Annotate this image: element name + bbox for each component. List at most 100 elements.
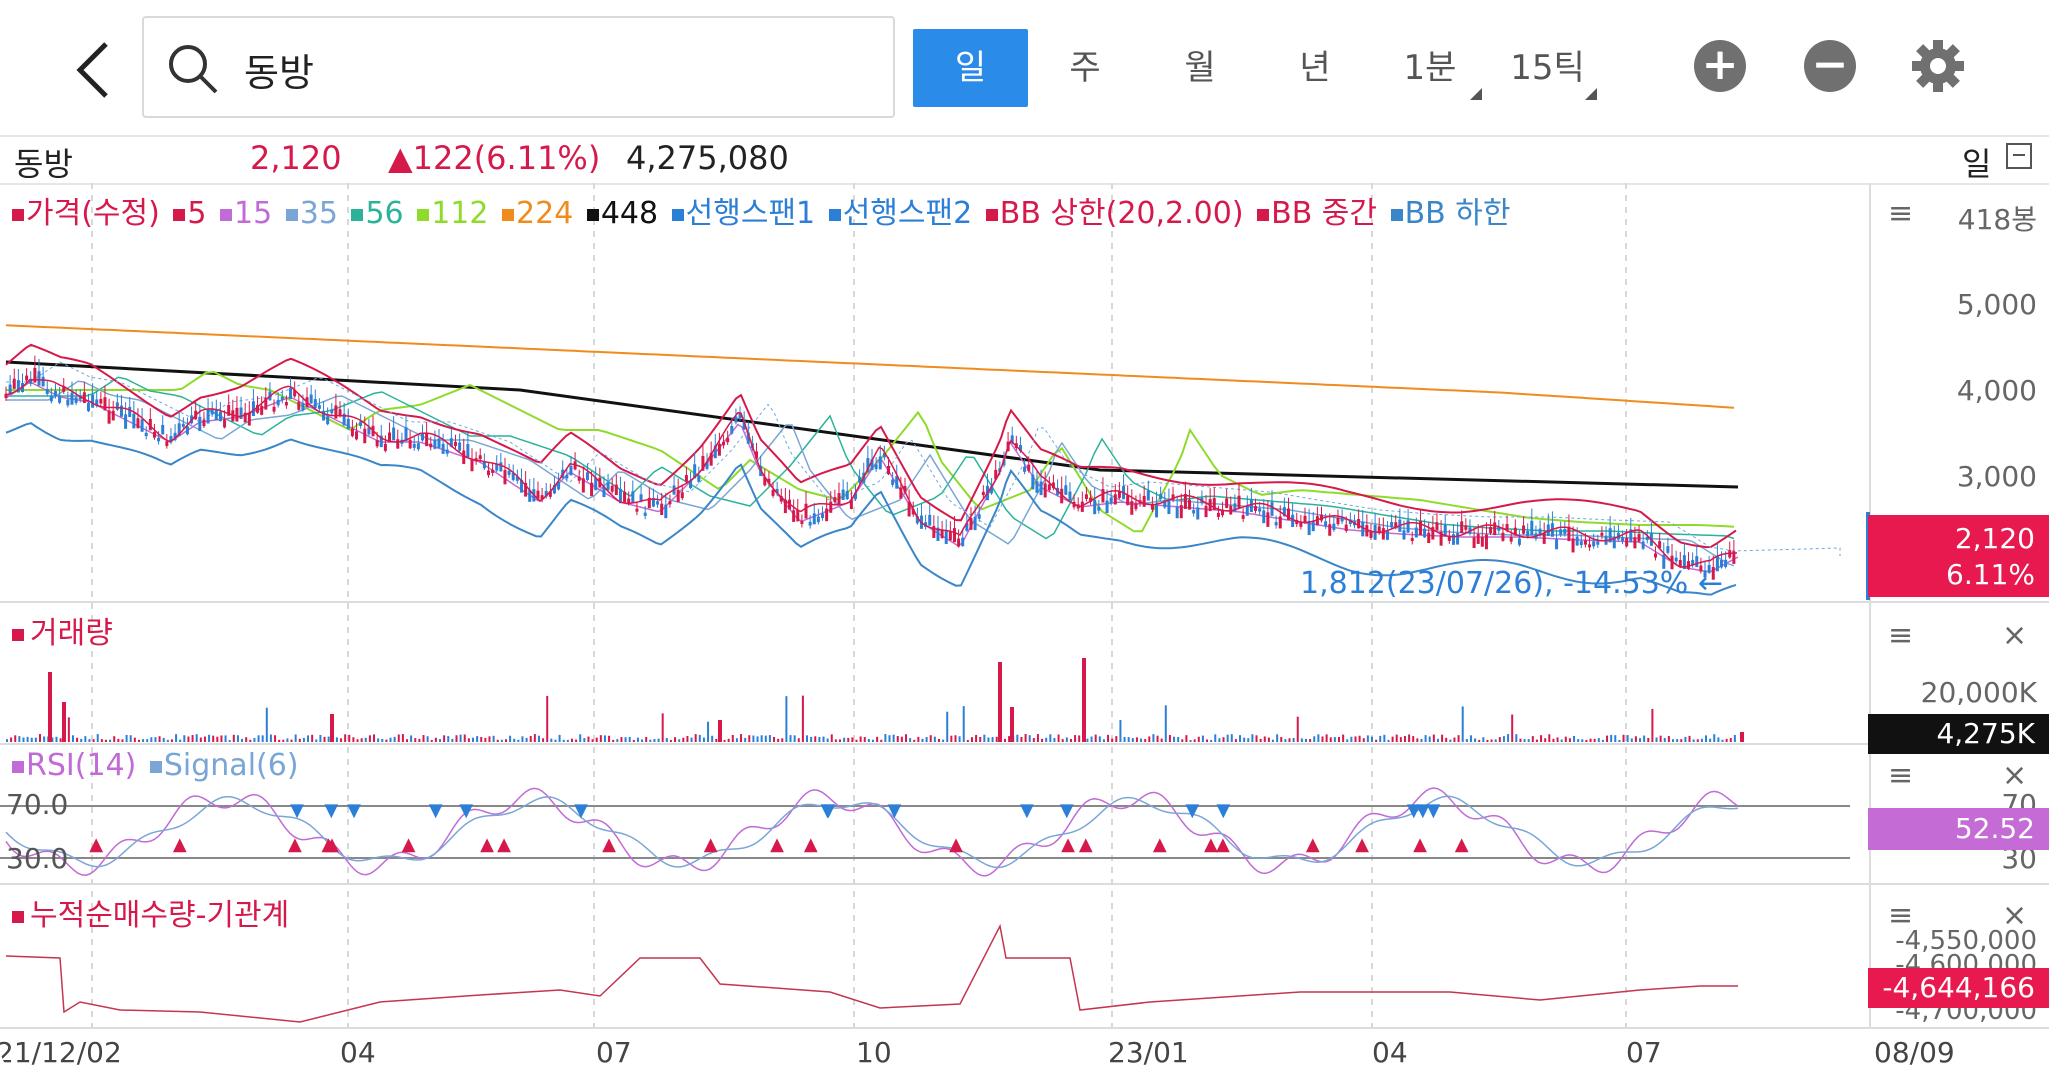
candle-body xyxy=(1390,521,1394,528)
candle-body xyxy=(264,397,268,410)
zoom-out-button[interactable]: − xyxy=(1804,40,1856,92)
search-input[interactable] xyxy=(242,36,846,102)
period-tab-tick[interactable]: 15틱 xyxy=(1510,48,1585,88)
volume-bar xyxy=(137,739,140,742)
candle-body xyxy=(1089,497,1093,503)
volume-bar xyxy=(1164,705,1167,742)
volume-bar xyxy=(797,738,800,742)
candle-body xyxy=(136,418,140,429)
volume-panel-close-icon[interactable]: × xyxy=(2002,618,2028,653)
volume-bar xyxy=(1251,734,1254,742)
candle-body xyxy=(825,508,829,522)
candle-body xyxy=(148,418,152,431)
volume-bar xyxy=(694,734,697,742)
volume-bar xyxy=(1239,735,1242,742)
low-price-annotation: 1,812(23/07/26), -14.53% ← xyxy=(1300,566,1724,601)
flow-panel-close-icon[interactable]: × xyxy=(2002,898,2028,933)
volume-bar xyxy=(439,739,441,742)
volume-bar xyxy=(1350,736,1353,742)
candle-body xyxy=(41,376,45,387)
volume-panel-menu-icon[interactable]: ≡ xyxy=(1888,618,1914,653)
volume-bar xyxy=(364,737,367,742)
candle-body xyxy=(503,470,507,485)
period-tab-week[interactable]: 주 xyxy=(1069,48,1101,88)
volume-bar xyxy=(1053,738,1056,742)
volume-bar xyxy=(348,734,351,742)
volume-bar xyxy=(434,737,437,742)
candle-body xyxy=(668,501,672,505)
volume-bar xyxy=(669,739,672,742)
candle-body xyxy=(355,431,359,440)
volume-bar xyxy=(867,738,870,742)
candle-body xyxy=(928,514,932,526)
candle-body xyxy=(392,427,396,441)
period-tab-day[interactable]: 일 xyxy=(913,29,1028,107)
expand-toggle[interactable] xyxy=(2006,143,2032,169)
volume-bar xyxy=(958,736,961,742)
candle-body xyxy=(206,409,210,424)
volume-bar xyxy=(1309,738,1312,742)
candle-body xyxy=(379,435,383,448)
volume-bar xyxy=(1634,736,1637,742)
volume-bar xyxy=(245,737,248,742)
candle-body xyxy=(128,406,132,417)
candle-body xyxy=(58,395,62,403)
volume-bar xyxy=(513,738,516,742)
period-tab-month[interactable]: 월 xyxy=(1184,48,1216,88)
candle-body xyxy=(990,486,994,494)
zoom-in-button[interactable]: + xyxy=(1694,40,1746,92)
legend-label: 선행스팬1 xyxy=(685,196,816,231)
rsi-buy-arrow: ▲ xyxy=(949,834,963,855)
candle-body xyxy=(1221,509,1225,516)
candle-body xyxy=(763,477,767,486)
candle-body xyxy=(1117,490,1121,498)
back-arrow-icon[interactable] xyxy=(70,40,120,100)
gear-icon[interactable] xyxy=(1910,38,1966,94)
volume-bar xyxy=(950,735,953,742)
volume-bar xyxy=(1206,739,1209,742)
period-tab-minute[interactable]: 1분 xyxy=(1403,48,1457,88)
candle-body xyxy=(408,439,412,449)
rsi-panel-close-icon[interactable]: × xyxy=(2002,758,2028,793)
candle-body xyxy=(1476,534,1480,544)
volume-bar xyxy=(1457,735,1460,742)
search-box[interactable] xyxy=(142,16,895,118)
volume-bar xyxy=(1337,737,1340,742)
candle-body xyxy=(466,444,470,458)
candle-body xyxy=(552,484,556,494)
rsi-buy-arrow: ▲ xyxy=(704,834,718,855)
candle-body xyxy=(1163,500,1167,508)
candle-body xyxy=(849,499,853,509)
volume-bar xyxy=(517,739,520,742)
volume-bar xyxy=(1478,739,1481,742)
rsi-panel-menu-icon[interactable]: ≡ xyxy=(1888,758,1914,793)
volume-bar xyxy=(533,734,536,742)
volume-bar xyxy=(1717,737,1720,742)
candle-body xyxy=(1262,510,1266,524)
volume-bar xyxy=(1160,738,1163,742)
volume-bar xyxy=(274,735,277,742)
candle-body xyxy=(829,501,833,513)
price-panel-menu-icon[interactable]: ≡ xyxy=(1888,196,1914,231)
volume-bar xyxy=(570,738,573,742)
candle-body xyxy=(383,443,387,451)
rsi-sell-arrow: ▼ xyxy=(1427,800,1441,821)
volume-bar xyxy=(909,738,912,742)
candle-body xyxy=(783,499,787,514)
volume-bar xyxy=(789,735,792,742)
candle-body xyxy=(1546,524,1550,537)
volume-bar xyxy=(1403,735,1406,742)
flow-panel-menu-icon[interactable]: ≡ xyxy=(1888,898,1914,933)
volume-bar xyxy=(1284,739,1287,742)
volume-bar xyxy=(1193,739,1196,742)
volume-bar xyxy=(641,739,644,742)
volume-bar xyxy=(781,738,784,742)
period-tab-year[interactable]: 년 xyxy=(1299,48,1331,88)
rsi-buy-arrow: ▲ xyxy=(770,834,784,855)
volume-bar xyxy=(1622,734,1625,742)
volume-spike xyxy=(1010,707,1014,742)
volume-bar xyxy=(401,734,404,742)
candle-body xyxy=(1167,500,1171,515)
volume-bar xyxy=(1090,736,1093,742)
